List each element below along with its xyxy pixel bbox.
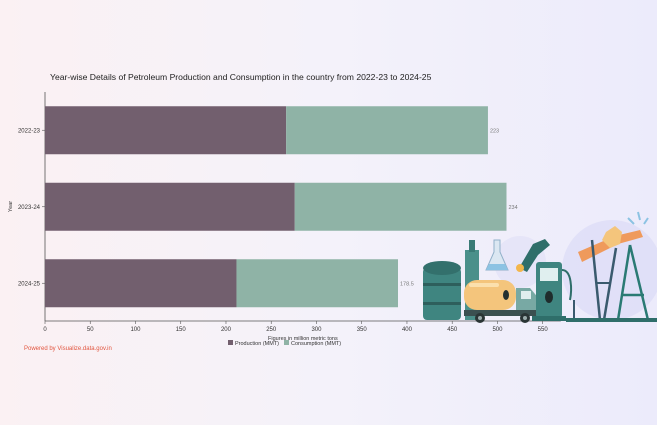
data-label-consumption-2022-23: 223 — [490, 128, 499, 134]
x-tick-label: 150 — [176, 327, 187, 333]
y-tick-label: 2022-23 — [18, 128, 41, 134]
bar-consumption-2024-25[interactable] — [236, 259, 399, 308]
x-tick-label: 350 — [357, 327, 368, 333]
bar-consumption-2022-23[interactable] — [286, 106, 488, 155]
powered-by-link[interactable]: Powered by Visualize.data.gov.in — [24, 346, 112, 352]
oil-pumpjack-icon — [566, 211, 657, 322]
legend-label-production[interactable]: Production (MMT) — [235, 341, 279, 347]
x-tick-label: 500 — [492, 327, 503, 333]
x-axis-title: Figures in million metric tons — [268, 336, 338, 342]
x-tick-label: 450 — [447, 327, 458, 333]
data-label-consumption-2023-24: 234 — [508, 205, 517, 211]
data-label-consumption-2024-25: 178.5 — [400, 281, 414, 287]
y-tick-label: 2023-24 — [18, 205, 41, 211]
bar-production-2022-23[interactable] — [45, 106, 287, 155]
tanker-truck-icon — [464, 280, 540, 323]
x-tick-label: 0 — [43, 327, 47, 333]
legend-swatch-production[interactable] — [228, 340, 233, 345]
legend-label-consumption[interactable]: Consumption (MMT) — [291, 341, 341, 347]
fuel-nozzle-icon — [516, 239, 550, 272]
bar-production-2024-25[interactable] — [45, 259, 237, 308]
bar-consumption-2023-24[interactable] — [294, 182, 507, 231]
x-tick-label: 250 — [266, 327, 277, 333]
chart-title: Year-wise Details of Petroleum Productio… — [50, 72, 432, 82]
bar-production-2023-24[interactable] — [45, 182, 295, 231]
oil-industry-illustration — [423, 211, 657, 323]
y-tick-label: 2024-25 — [18, 281, 41, 287]
legend-swatch-consumption[interactable] — [284, 340, 289, 345]
x-tick-label: 50 — [87, 327, 94, 333]
flask-icon — [485, 239, 509, 271]
x-tick-label: 300 — [311, 327, 322, 333]
x-tick-label: 400 — [402, 327, 413, 333]
y-axis-title: Year — [8, 201, 14, 212]
x-tick-label: 550 — [538, 327, 549, 333]
x-tick-label: 200 — [221, 327, 232, 333]
bars-layer: 0 50 100 150 200 250 300 350 400 450 500 550 2022-23… — [8, 92, 561, 347]
fuel-pump-icon — [532, 262, 572, 321]
x-tick-label: 100 — [130, 327, 141, 333]
